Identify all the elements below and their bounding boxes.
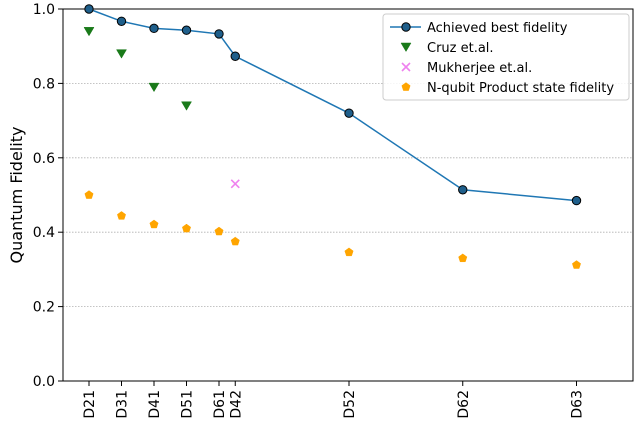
axes: [58, 8, 634, 386]
data-point: [149, 23, 159, 34]
series-3: [84, 190, 581, 269]
data-point: [84, 4, 94, 14]
legend-marker: [400, 42, 412, 52]
legend-marker: [401, 22, 411, 32]
x-tick-label: D42: [228, 390, 244, 419]
x-tick-label: D61: [212, 390, 228, 419]
data-point: [117, 211, 126, 220]
series-2: [230, 179, 240, 189]
data-point: [458, 185, 468, 195]
legend-label: Mukherjee et.al.: [427, 61, 532, 76]
data-point: [214, 29, 224, 39]
x-tick-label: D62: [456, 390, 472, 419]
legend-box: [382, 13, 630, 101]
data-point: [84, 190, 94, 199]
x-tick-label: D41: [147, 390, 163, 419]
data-point: [83, 27, 95, 37]
data-point: [344, 108, 354, 118]
data-point: [572, 260, 581, 269]
legend-entry: Cruz et.al.: [400, 41, 494, 56]
legend-label: N-qubit Product state fidelity: [427, 81, 614, 96]
data-point: [148, 82, 160, 93]
data-point: [458, 253, 468, 263]
legend-entry: Achieved best fidelity: [390, 21, 568, 36]
data-point: [230, 179, 240, 189]
x-tick-label: D63: [570, 390, 586, 419]
legend-label: Cruz et.al.: [427, 41, 494, 56]
data-point: [230, 236, 240, 246]
series-1: [83, 27, 192, 111]
data-point: [181, 101, 192, 111]
x-tick-label: D31: [115, 390, 131, 419]
legend-entry: N-qubit Product state fidelity: [401, 81, 614, 96]
y-tick-label: 0.6: [33, 151, 55, 167]
series-layer: [83, 4, 582, 269]
x-tick-label: D21: [82, 390, 98, 419]
legend-label: Achieved best fidelity: [427, 21, 568, 36]
y-tick-label: 0.8: [33, 76, 55, 92]
y-axis-label: Quantum Fidelity: [7, 127, 26, 264]
legend-marker: [401, 82, 411, 91]
series-0: [84, 4, 582, 206]
data-point: [116, 16, 127, 26]
legend-marker: [401, 62, 411, 72]
legend-entry: Mukherjee et.al.: [401, 61, 532, 76]
x-tick-label: D51: [180, 390, 196, 419]
data-point: [214, 226, 224, 236]
y-tick-label: 0.0: [33, 374, 55, 390]
data-point: [149, 219, 159, 229]
y-tick-label: 1.0: [33, 2, 55, 18]
data-point: [116, 49, 127, 59]
legend: Achieved best fidelity Cruz et.al. Mukherj…: [382, 13, 630, 101]
data-point: [344, 247, 354, 257]
x-tick-label: D52: [342, 390, 358, 419]
y-tick-label: 0.4: [33, 225, 55, 241]
plot-frame: [62, 8, 634, 382]
data-point: [181, 25, 192, 35]
data-point: [230, 51, 240, 61]
data-point: [571, 195, 582, 206]
y-tick-label: 0.2: [33, 300, 55, 316]
tick-labels: 0.0 0.2 0.4 0.6 0.8 1.0 D21 D31 D41 D51 D61 D42 D52 D…: [33, 2, 586, 419]
data-point: [182, 223, 191, 233]
